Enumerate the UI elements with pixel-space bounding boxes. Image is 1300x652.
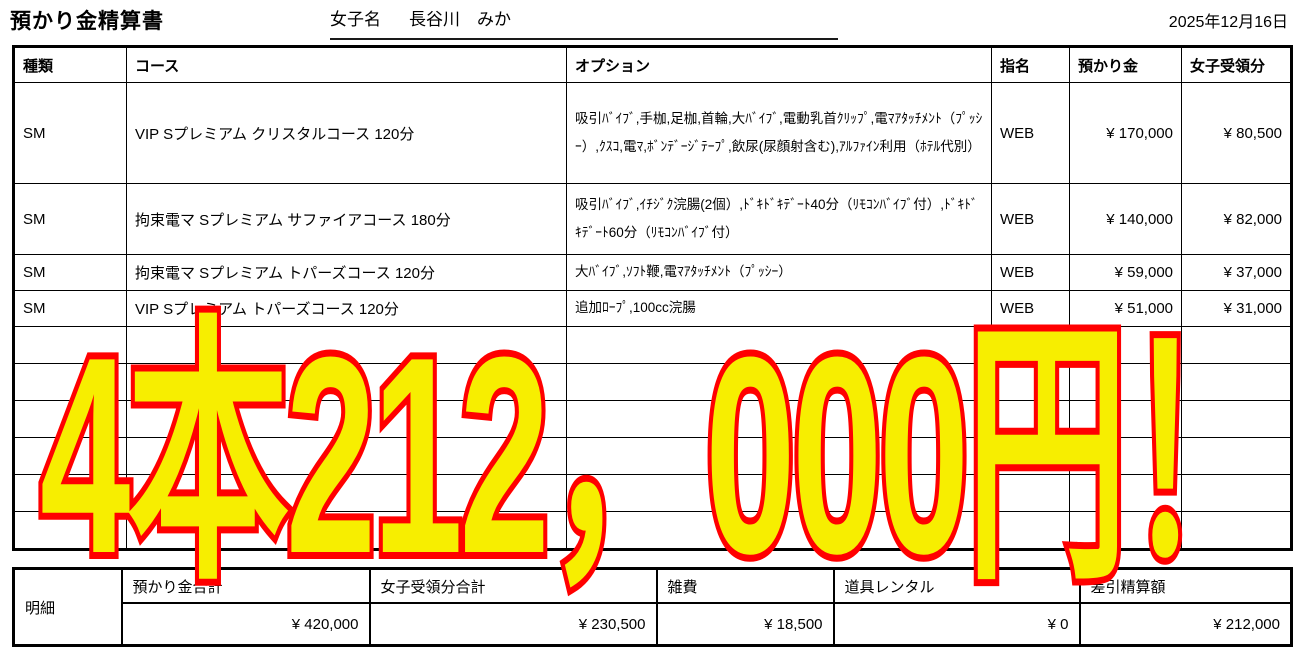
column-header-girl-share: 女子受領分 xyxy=(1181,46,1292,83)
empty-cell xyxy=(1181,511,1292,550)
empty-table-row xyxy=(13,474,1292,512)
course-table: 種類 コース オプション 指名 預かり金 女子受領分 SM VIP Sプレミアム… xyxy=(12,45,1293,551)
empty-cell xyxy=(1069,400,1182,438)
summary-label-misc-expenses: 雑費 xyxy=(655,567,835,604)
empty-cell xyxy=(991,437,1070,475)
column-header-type: 種類 xyxy=(13,46,127,83)
summary-label-deposit-total: 預かり金合計 xyxy=(120,567,371,604)
empty-cell xyxy=(991,326,1070,364)
empty-cell xyxy=(1069,363,1182,401)
empty-cell xyxy=(1181,437,1292,475)
empty-cell xyxy=(1181,326,1292,364)
summary-label-equipment-rental: 道具レンタル xyxy=(832,567,1081,604)
empty-table-row xyxy=(13,326,1292,364)
empty-table-row xyxy=(13,400,1292,438)
column-header-course: コース xyxy=(126,46,567,83)
summary-value-girl-share-total: ¥ 230,500 xyxy=(368,602,658,647)
summary-value-misc-expenses: ¥ 18,500 xyxy=(655,602,835,647)
summary-table: 明細 預かり金合計 女子受領分合計 雑費 道具レンタル 差引精算額 ¥ 420,… xyxy=(12,567,1293,647)
empty-cell xyxy=(1069,511,1182,550)
empty-cell xyxy=(126,511,567,550)
summary-label-net-settlement: 差引精算額 xyxy=(1078,567,1293,604)
deposit-cell: ¥ 170,000 xyxy=(1069,82,1182,184)
empty-cell xyxy=(566,363,992,401)
summary-value-deposit-total: ¥ 420,000 xyxy=(120,602,371,647)
column-header-nomination: 指名 xyxy=(991,46,1070,83)
course-cell: 拘束電マ Sプレミアム トパーズコース 120分 xyxy=(126,254,567,291)
empty-cell xyxy=(13,437,127,475)
course-cell: 拘束電マ Sプレミアム サファイアコース 180分 xyxy=(126,183,567,255)
summary-header-row: 明細 預かり金合計 女子受領分合計 雑費 道具レンタル 差引精算額 xyxy=(12,567,1293,647)
empty-cell xyxy=(566,511,992,550)
empty-cell xyxy=(13,474,127,512)
girl-share-cell: ¥ 31,000 xyxy=(1181,290,1292,327)
options-cell: 吸引ﾊﾞｲﾌﾞ,ｲﾁｼﾞｸ浣腸(2個）,ﾄﾞｷﾄﾞｷﾃﾞｰﾄ40分（ﾘﾓｺﾝﾊﾞ… xyxy=(566,183,992,255)
empty-cell xyxy=(566,326,992,364)
page-title: 預かり金精算書 xyxy=(10,10,164,33)
empty-cell xyxy=(566,474,992,512)
course-table-header-row: 種類 コース オプション 指名 預かり金 女子受領分 xyxy=(13,46,1292,83)
nomination-cell: WEB xyxy=(991,82,1070,184)
type-cell: SM xyxy=(13,254,127,291)
total-callout: 4本212，000円！ xyxy=(36,300,1291,612)
empty-cell xyxy=(13,511,127,550)
nomination-cell: WEB xyxy=(991,183,1070,255)
options-cell: 大ﾊﾞｲﾌﾞ,ｿﾌﾄ鞭,電ﾏｱﾀｯﾁﾒﾝﾄ（ﾌﾟｯｼｰ） xyxy=(566,254,992,291)
empty-cell xyxy=(1069,326,1182,364)
girl-share-cell: ¥ 82,000 xyxy=(1181,183,1292,255)
summary-label-girl-share-total: 女子受領分合計 xyxy=(368,567,658,604)
table-row: SM VIP Sプレミアム クリスタルコース 120分 吸引ﾊﾞｲﾌﾞ,手枷,足… xyxy=(13,82,1292,184)
column-header-deposit: 預かり金 xyxy=(1069,46,1182,83)
empty-cell xyxy=(1181,474,1292,512)
table-row: SM 拘束電マ Sプレミアム サファイアコース 180分 吸引ﾊﾞｲﾌﾞ,ｲﾁｼ… xyxy=(13,183,1292,255)
summary-value-equipment-rental: ¥ 0 xyxy=(832,602,1081,647)
table-row: SM 拘束電マ Sプレミアム トパーズコース 120分 大ﾊﾞｲﾌﾞ,ｿﾌﾄ鞭,… xyxy=(13,254,1292,291)
course-cell: VIP Sプレミアム クリスタルコース 120分 xyxy=(126,82,567,184)
type-cell: SM xyxy=(13,183,127,255)
summary-value-net-settlement: ¥ 212,000 xyxy=(1078,602,1293,647)
type-cell: SM xyxy=(13,82,127,184)
empty-table-row xyxy=(13,511,1292,550)
nomination-cell: WEB xyxy=(991,254,1070,291)
empty-cell xyxy=(126,437,567,475)
column-header-options: オプション xyxy=(566,46,992,83)
deposit-cell: ¥ 140,000 xyxy=(1069,183,1182,255)
nomination-cell: WEB xyxy=(991,290,1070,327)
girl-share-cell: ¥ 80,500 xyxy=(1181,82,1292,184)
options-cell: 吸引ﾊﾞｲﾌﾞ,手枷,足枷,首輪,大ﾊﾞｲﾌﾞ,電動乳首ｸﾘｯﾌﾟ,電ﾏｱﾀｯﾁ… xyxy=(566,82,992,184)
girl-share-cell: ¥ 37,000 xyxy=(1181,254,1292,291)
empty-cell xyxy=(13,400,127,438)
summary-value-row: ¥ 420,000 ¥ 230,500 ¥ 18,500 ¥ 0 ¥ 212,0… xyxy=(14,602,1293,647)
deposit-cell: ¥ 51,000 xyxy=(1069,290,1182,327)
girl-name-label: 女子名 xyxy=(330,10,381,29)
document-date: 2025年12月16日 xyxy=(1168,14,1288,31)
empty-cell xyxy=(13,363,127,401)
girl-name-field: 女子名 長谷川 みか xyxy=(330,5,838,40)
empty-cell xyxy=(1181,400,1292,438)
deposit-cell: ¥ 59,000 xyxy=(1069,254,1182,291)
empty-cell xyxy=(1181,363,1292,401)
empty-cell xyxy=(126,474,567,512)
empty-cell xyxy=(126,363,567,401)
girl-name-value: 長谷川 みか xyxy=(409,10,511,29)
summary-row-label: 明細 xyxy=(12,567,123,647)
course-cell: VIP Sプレミアム トパーズコース 120分 xyxy=(126,290,567,327)
empty-cell xyxy=(991,511,1070,550)
